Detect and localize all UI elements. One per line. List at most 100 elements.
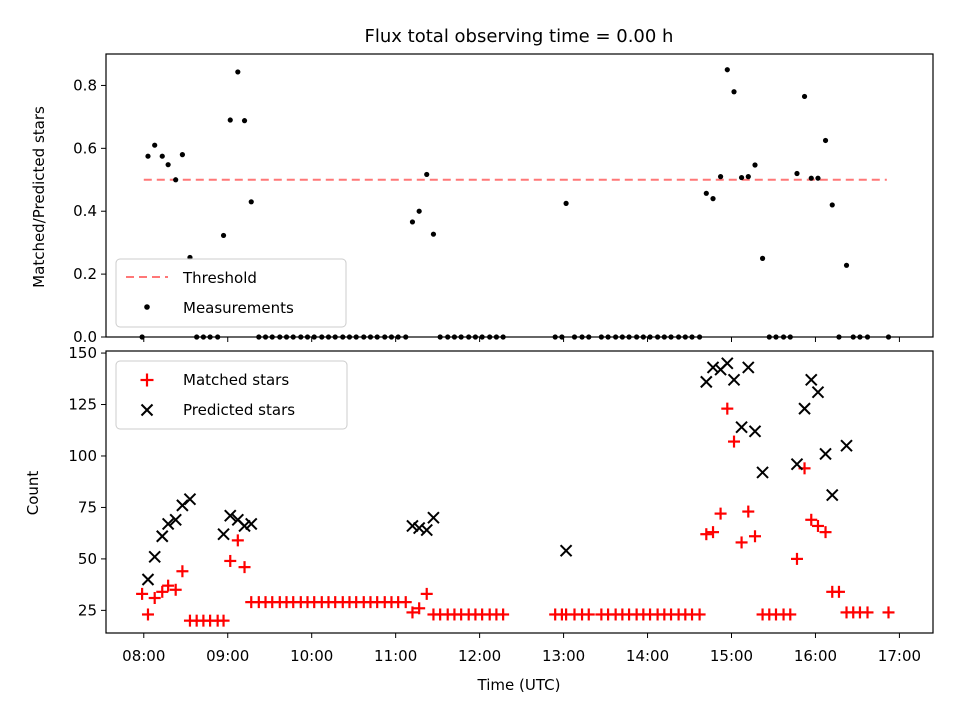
- predicted-star-point: [721, 357, 734, 370]
- bottom-x-tick-label: 14:00: [626, 647, 669, 665]
- bottom-x-tick-label: 16:00: [794, 647, 837, 665]
- top-y-tick-label: 0.4: [73, 202, 97, 220]
- top-axes-frame: [105, 53, 934, 338]
- bottom-x-tick-label: 10:00: [290, 647, 333, 665]
- measurement-point: [220, 232, 227, 239]
- matched-star-point: [693, 608, 706, 621]
- matched-star-point: [832, 585, 845, 598]
- measurement-point: [717, 174, 724, 180]
- bottom-axes-frame: [105, 350, 934, 634]
- predicted-star-stroke-b: [756, 466, 769, 479]
- top-y-ticks: 0.0 0.2 0.4 0.6 0.8: [73, 76, 106, 346]
- predicted-star-stroke-b: [169, 513, 182, 526]
- predicted-star-point: [840, 439, 853, 452]
- matched-star-point: [497, 608, 510, 621]
- bottom-x-tick-label: 12:00: [458, 647, 501, 665]
- measurement-point: [794, 170, 800, 177]
- measurement-point: [815, 175, 821, 181]
- predicted-star-point: [238, 519, 251, 533]
- matched-star-point: [784, 608, 797, 621]
- measurement-point: [563, 200, 569, 206]
- predicted-star-stroke-b: [811, 385, 825, 399]
- matched-star-point: [162, 579, 175, 592]
- matched-star-point: [861, 606, 874, 619]
- predicted-star-point: [183, 492, 197, 506]
- measurement-point: [416, 208, 422, 214]
- predicted-star-point: [161, 517, 175, 531]
- matched-star-point: [148, 592, 161, 605]
- bottom-x-tick-label: 11:00: [374, 647, 417, 665]
- matched-star-point: [141, 608, 154, 621]
- matched-star-point: [714, 507, 727, 520]
- predicted-star-point: [406, 519, 419, 533]
- predicted-star-point: [727, 373, 741, 387]
- predicted-star-point: [706, 361, 720, 374]
- predicted-star-point: [798, 402, 811, 415]
- measurement-point: [248, 199, 254, 205]
- predicted-star-stroke-b: [217, 527, 230, 541]
- matched-star-point: [156, 585, 169, 598]
- top-y-axis-label: Matched/Predicted stars: [30, 106, 48, 288]
- measurement-point: [179, 152, 186, 158]
- predicted-star-stroke-b: [141, 573, 155, 586]
- bottom-y-tick-label: 125: [68, 396, 97, 414]
- predicted-star-stroke-b: [790, 458, 804, 471]
- bottom-y-tick-label: 150: [68, 344, 97, 362]
- legend-entry-predicted: Predicted stars: [183, 401, 295, 419]
- predicted-star-stroke-b: [798, 402, 811, 415]
- measurement-point: [235, 69, 241, 75]
- predicted-star-stroke-b: [721, 357, 734, 370]
- measurement-point: [409, 219, 416, 225]
- predicted-star-point: [224, 509, 237, 522]
- measurement-point: [430, 231, 437, 237]
- predicted-star-stroke-b: [826, 488, 839, 502]
- measurement-point: [801, 93, 808, 100]
- predicted-star-point: [790, 458, 804, 471]
- predicted-star-point: [811, 385, 825, 399]
- predicted-star-point: [742, 361, 755, 374]
- matched-star-point: [700, 528, 713, 541]
- measurement-point: [745, 174, 751, 180]
- predicted-star-point: [420, 523, 433, 537]
- matched-star-point: [721, 402, 734, 415]
- predicted-star-stroke-b: [161, 517, 175, 531]
- bottom-x-tick-label: 09:00: [206, 647, 249, 665]
- measurement-point: [424, 171, 430, 178]
- measurement-point: [173, 177, 179, 183]
- matched-star-point: [169, 583, 182, 596]
- matched-star-point: [420, 587, 433, 600]
- matched-star-point: [136, 587, 149, 600]
- predicted-star-stroke-b: [183, 492, 197, 506]
- legend-entry-matched: Matched stars: [183, 371, 289, 389]
- predicted-star-point: [245, 517, 258, 531]
- matched-star-point: [742, 505, 755, 518]
- matched-star-point: [805, 513, 818, 526]
- bottom-y-tick-label: 75: [78, 498, 97, 516]
- matched-star-point: [728, 435, 741, 448]
- predicted-star-stroke-b: [735, 420, 748, 434]
- predicted-star-stroke-b: [245, 517, 258, 531]
- predicted-star-stroke-b: [231, 513, 245, 526]
- measurement-point: [808, 175, 814, 181]
- bottom-y-tick-label: 100: [68, 447, 97, 465]
- matched-star-point: [707, 526, 720, 539]
- legend-entry-threshold: Threshold: [182, 269, 257, 287]
- measurements-legend-swatch: [144, 304, 150, 310]
- predicted-star-stroke-b: [224, 509, 237, 522]
- predicted-star-point: [826, 488, 839, 502]
- count-panel: Count Time (UTC) 25 50 75 100 125 150 08:00 09…: [24, 344, 934, 694]
- predicted-star-point: [756, 466, 769, 479]
- bottom-x-tick-label: 17:00: [878, 647, 921, 665]
- predicted-star-stroke-b: [412, 521, 426, 535]
- predicted-star-point: [156, 530, 169, 543]
- measurement-point: [227, 117, 233, 123]
- matched-star-point: [413, 602, 426, 615]
- predicted-star-point: [412, 521, 426, 535]
- top-legend: Threshold Measurements: [115, 258, 347, 328]
- predicted-star-stroke-b: [727, 373, 741, 387]
- matched-star-point: [811, 519, 824, 532]
- predicted-star-stroke-b: [700, 375, 713, 389]
- predicted-star-point: [559, 544, 573, 557]
- predicted-star-point: [141, 573, 155, 586]
